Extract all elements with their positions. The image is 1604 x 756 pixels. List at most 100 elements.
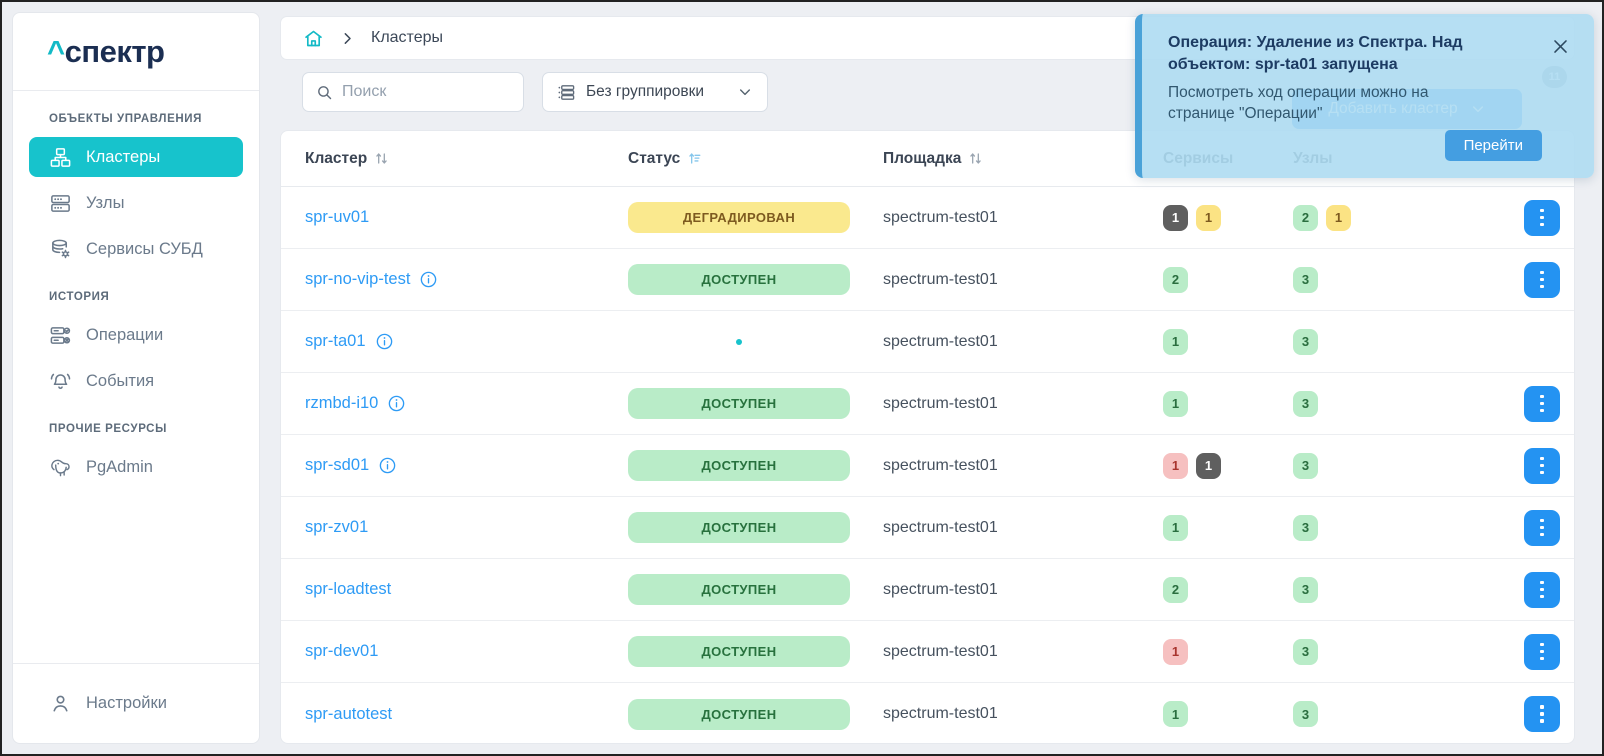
status-cell: ДЕГРАДИРОВАН [603,202,858,233]
site-cell: spectrum-test01 [858,643,1138,661]
info-icon[interactable] [378,456,397,475]
sidebar-section-objects: ОБЪЕКТЫ УПРАВЛЕНИЯ [49,113,203,125]
cluster-link[interactable]: spr-uv01 [305,208,370,226]
header-status[interactable]: Статус [603,150,858,168]
search-input[interactable] [342,83,502,101]
info-icon[interactable] [375,332,394,351]
sidebar-item-pgadmin[interactable]: PgAdmin [29,447,243,487]
cluster-link[interactable]: spr-no-vip-test [305,270,411,288]
count-badge: 2 [1293,204,1318,231]
row-actions-button[interactable] [1524,571,1560,608]
sort-both-icon[interactable] [374,151,389,166]
cluster-link[interactable]: spr-ta01 [305,332,366,350]
count-badge: 1 [1326,204,1351,231]
site-cell: spectrum-test01 [858,271,1138,289]
sort-asc-active-icon[interactable] [687,151,702,166]
status-cell [603,338,858,345]
sidebar-item-clusters[interactable]: Кластеры [29,137,243,177]
sort-both-icon[interactable] [968,151,983,166]
row-actions-button[interactable] [1524,633,1560,670]
nodes-cell: 3 [1268,390,1458,417]
cluster-link[interactable]: spr-sd01 [305,456,370,474]
cluster-link[interactable]: spr-loadtest [305,580,392,598]
site-cell: spectrum-test01 [858,457,1138,475]
site-value: spectrum-test01 [883,580,998,598]
status-badge: ДОСТУПЕН [628,636,850,667]
home-icon[interactable] [303,28,324,49]
actions-cell [1458,261,1574,298]
services-cell: 2 [1138,266,1268,293]
services-cell: 1 [1138,514,1268,541]
status-badge: ДОСТУПЕН [628,264,850,295]
cluster-cell: spr-loadtest [281,580,603,599]
site-cell: spectrum-test01 [858,581,1138,599]
logo-word: спектр [64,33,165,69]
sidebar-item-label: Кластеры [86,147,161,166]
nodes-cell: 3 [1268,452,1458,479]
count-badge: 3 [1293,701,1318,727]
cluster-cell: spr-autotest [281,705,603,724]
status-badge: ДЕГРАДИРОВАН [628,202,850,233]
grouping-dropdown[interactable]: Без группировки [542,72,768,112]
operation-toast: Операция: Удаление из Спектра. Над объек… [1135,14,1594,178]
site-value: spectrum-test01 [883,642,998,660]
header-cluster[interactable]: Кластер [281,150,603,168]
nodes-cell: 3 [1268,701,1458,727]
status-badge: ДОСТУПЕН [628,450,850,481]
sidebar-item-operations[interactable]: Операции [29,315,243,355]
count-badge: 1 [1163,701,1188,727]
nodes-cell: 3 [1268,576,1458,603]
breadcrumb-page: Кластеры [371,29,443,46]
cluster-link[interactable]: spr-zv01 [305,518,369,536]
table-row: spr-ta01 spectrum-test01 1 3 [281,311,1574,373]
close-icon[interactable] [1552,38,1569,55]
sidebar-item-events[interactable]: События [29,361,243,401]
actions-cell [1458,633,1574,670]
cluster-link[interactable]: spr-dev01 [305,642,379,660]
services-cell: 1 [1138,390,1268,417]
chevron-down-icon [739,89,751,96]
count-badge: 1 [1163,328,1188,355]
count-badge: 3 [1293,390,1318,417]
row-actions-button[interactable] [1524,696,1560,732]
cluster-link[interactable]: spr-autotest [305,704,393,723]
actions-cell [1458,199,1574,236]
row-actions-button[interactable] [1524,385,1560,422]
sidebar-item-db-services[interactable]: Сервисы СУБД [29,229,243,269]
cluster-link[interactable]: rzmbd-i10 [305,394,379,412]
sidebar-item-settings[interactable]: Настройки [29,684,243,724]
header-site[interactable]: Площадка [858,150,1138,168]
app-logo: ^ спектр [13,13,259,91]
sidebar-item-nodes[interactable]: Узлы [29,183,243,223]
status-cell: ДОСТУПЕН [603,264,858,295]
count-badge: 3 [1293,328,1318,355]
count-badge: 1 [1196,452,1221,479]
table-row: spr-loadtest ДОСТУПЕН spectrum-test01 2 … [281,559,1574,621]
site-value: spectrum-test01 [883,456,998,474]
row-actions-button[interactable] [1524,447,1560,484]
actions-cell [1458,509,1574,546]
count-badge: 1 [1163,390,1188,417]
status-cell: ДОСТУПЕН [603,450,858,481]
sidebar-section-history: ИСТОРИЯ [49,291,110,303]
services-cell: 2 [1138,576,1268,603]
info-icon[interactable] [419,270,438,289]
loading-dot [736,338,742,345]
info-icon[interactable] [387,394,406,413]
actions-cell [1458,696,1574,732]
sidebar-item-label: Настройки [86,694,167,712]
nodes-icon [51,194,70,212]
clusters-table: Кластер Статус Площадка Сервисы [280,130,1575,744]
count-badge: 3 [1293,576,1318,603]
user-icon [53,695,68,712]
row-actions-button[interactable] [1524,509,1560,546]
row-actions-button[interactable] [1524,199,1560,236]
toast-go-button[interactable]: Перейти [1444,130,1542,161]
sidebar-item-label: PgAdmin [86,457,153,476]
operations-icon [50,326,71,344]
cluster-cell: spr-zv01 [281,518,603,537]
row-actions-button[interactable] [1524,261,1560,298]
site-cell: spectrum-test01 [858,333,1138,351]
sidebar-item-label: Узлы [86,193,125,212]
